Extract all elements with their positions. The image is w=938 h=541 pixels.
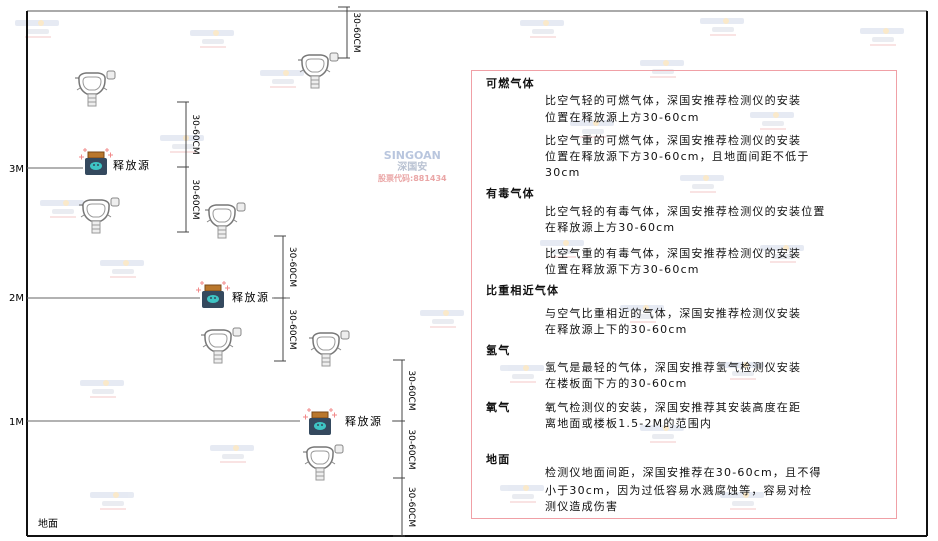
section-title: 有毒气体 (486, 187, 535, 200)
section-text: 与空气比重相近的气体，深国安推荐检测仪安装 (545, 307, 802, 320)
section-text: 氢气是最轻的气体，深国安推荐氢气检测仪安装 (545, 361, 802, 374)
dimension-label: 30-60CM (351, 12, 361, 52)
section-text: 在释放源上下的30-60cm (545, 323, 688, 336)
section-text: 位置在释放源下方30-60cm，且地面间距不低于 (545, 150, 810, 163)
section-text: 位置在释放源下方30-60cm (545, 263, 700, 276)
section-text: 测仪造成伤害 (545, 500, 619, 513)
watermark-mark (190, 30, 234, 48)
gas-detector-icon (200, 327, 242, 364)
gas-detector-icon (297, 52, 339, 89)
level-label: 3M (9, 164, 24, 175)
watermark-mark (700, 18, 744, 36)
guidance-panel: 可燃气体 比空气轻的可燃气体，深国安推荐检测仪的安装 位置在释放源上方30-60cm… (471, 70, 897, 519)
section-text: 在楼板面下方的30-60cm (545, 377, 688, 390)
dimension-label: 30-60CM (287, 247, 297, 287)
source-label: 释放源 (113, 158, 151, 172)
watermark-mark (40, 200, 84, 218)
gas-detector-icon (78, 197, 120, 234)
gas-detector-icon (204, 202, 246, 239)
watermark-mark (210, 445, 254, 463)
section-text: 在释放源上方30-60cm (545, 221, 676, 234)
watermark-mark (860, 28, 904, 46)
section-text: 离地面或楼板1.5-2M的范围内 (545, 417, 713, 430)
section-text: 比空气重的可燃气体，深国安推荐检测仪的安装 (545, 134, 802, 147)
section-text: 比空气轻的可燃气体，深国安推荐检测仪的安装 (545, 94, 802, 107)
dimension-label: 30-60CM (406, 429, 416, 469)
watermark-mark (15, 20, 59, 38)
section-text: 比空气重的有毒气体，深国安推荐检测仪的安装 (545, 247, 802, 260)
section-text: 比空气轻的有毒气体，深国安推荐检测仪的安装位置 (545, 205, 826, 218)
watermark-mark (100, 260, 144, 278)
level-label: 2M (9, 293, 24, 304)
section-title: 比重相近气体 (486, 284, 560, 297)
section-title: 地面 (486, 453, 511, 466)
watermark-mark (520, 20, 564, 38)
dimension-label: 30-60CM (406, 487, 416, 527)
dimension-lines: 30-60CM 30-60CM 30-60CM 30-60CM 30-60CM 30-60… (177, 6, 416, 537)
watermark-mark (80, 380, 124, 398)
gas-detector-icon (302, 444, 344, 481)
gas-detector-icon (74, 70, 116, 107)
section-title: 氢气 (486, 344, 511, 357)
release-source-icon (302, 407, 338, 436)
level-label: 1M (9, 417, 24, 428)
watermark-mark (90, 492, 134, 510)
section-text: 氧气检测仪的安装，深国安推荐其安装高度在距 (545, 401, 802, 414)
section-text: 30cm (545, 166, 581, 179)
dimension-label: 30-60CM (190, 179, 200, 219)
section-title: 氧气 (486, 401, 511, 414)
section-title: 可燃气体 (486, 77, 535, 90)
watermark-mark (260, 70, 304, 88)
ground-label: 地面 (38, 517, 58, 530)
section-text: 小于30cm，因为过低容易水溅腐蚀等，容易对检 (545, 484, 813, 497)
source-label: 释放源 (345, 414, 383, 428)
dimension-label: 30-60CM (190, 114, 200, 154)
dimension-label: 30-60CM (287, 309, 297, 349)
dimension-label: 30-60CM (406, 370, 416, 410)
section-text: 检测仪地面间距，深国安推荐在30-60cm，且不得 (545, 466, 822, 479)
source-label: 释放源 (232, 290, 270, 304)
release-source-icon (78, 147, 114, 176)
watermark-mark (420, 310, 464, 328)
section-text: 位置在释放源上方30-60cm (545, 111, 700, 124)
release-source-icon (195, 280, 231, 309)
gas-detector-icon (308, 330, 350, 367)
